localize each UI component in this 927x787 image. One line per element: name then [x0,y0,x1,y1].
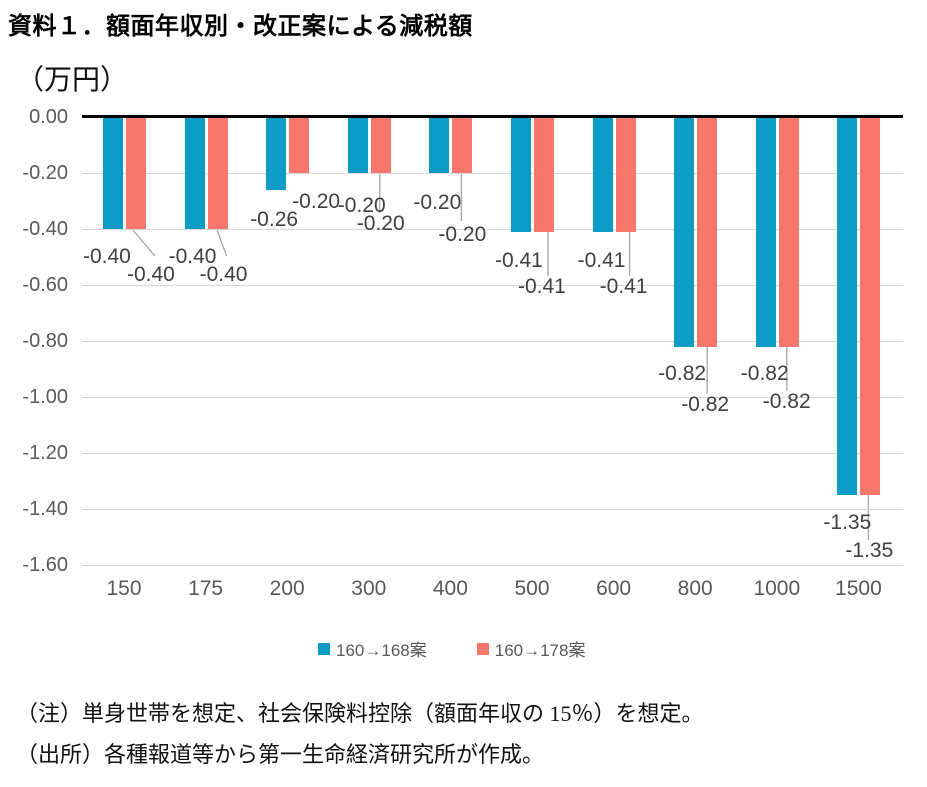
data-label-series-160-168: -0.41 [495,248,543,272]
y-gridline [82,397,903,398]
y-gridline [82,173,903,174]
note-text: （注）単身世帯を想定、社会保険料控除（額面年収の 15％）を想定。 [16,701,704,726]
y-axis-tick-label: -1.40 [22,498,68,520]
data-label-series-160-168: -0.26 [250,207,299,231]
y-axis-tick-label: -0.40 [22,218,68,240]
y-axis-tick-label: 0.00 [29,106,68,128]
bar-series-160-178 [615,118,636,232]
x-axis-category-label: 800 [677,577,713,600]
y-axis-unit-label: （万円） [16,64,129,95]
data-label-series-160-168: -0.20 [413,191,462,214]
x-axis-category-label: 200 [269,577,305,600]
bar-series-160-168 [103,118,123,229]
y-axis-tick-label: -0.20 [22,162,68,184]
y-axis-tick-label: -0.80 [22,330,68,352]
leader-line [215,228,228,257]
bar-series-160-178 [207,118,228,229]
bar-series-160-178 [778,118,799,347]
bar-series-160-178 [697,118,718,347]
data-label-series-160-178: -0.40 [199,263,248,286]
x-axis-category-label: 150 [106,577,142,600]
x-axis-category-label: 1000 [753,577,801,600]
plot-area: 0.00 -0.20 -0.40 -0.60 -0.80 -1.00 -1.20 -1.40 -… [22,106,903,600]
x-axis-category-label: 300 [351,577,387,600]
y-gridline [82,229,903,230]
data-label-series-160-168: -0.82 [658,361,707,385]
y-gridline [82,453,903,454]
data-label-series-160-168: -0.41 [577,248,626,272]
data-label-series-160-178: -0.41 [518,274,566,298]
y-gridline [82,509,903,510]
legend-swatch-160-178-icon [476,642,489,655]
x-axis-category-label: 1500 [835,577,882,600]
bar-series-160-168 [674,118,695,347]
bar-series-160-178 [534,118,554,232]
bar-series-160-168 [266,118,287,190]
bar-series-160-168 [347,118,368,173]
leader-line [131,228,156,257]
y-axis-tick-label: -1.20 [22,442,68,464]
data-label-series-160-168: -1.35 [823,511,872,534]
legend-swatch-160-168-icon [318,642,330,655]
bar-series-160-168 [184,118,205,229]
bar-series-160-178 [860,118,881,495]
x-axis-category-label: 400 [432,577,468,600]
data-label-series-160-178: -0.20 [356,212,405,235]
bar-series-160-178 [289,118,310,173]
zero-axis-line [82,115,903,118]
chart-title: 資料１．額面年収別・改正案による減税額 [8,13,473,40]
y-axis-tick-label: -1.00 [22,386,68,408]
bar-series-160-178 [452,118,473,173]
bar-series-160-168 [592,118,613,232]
data-label-series-160-178: -0.20 [438,223,487,246]
y-gridline [82,341,903,342]
x-axis-category-label: 600 [596,577,632,600]
data-label-series-160-178: -1.35 [845,539,894,562]
data-label-series-160-178: -0.82 [681,392,730,416]
y-gridline [82,285,903,286]
data-label-series-160-168: -0.40 [168,245,217,268]
y-axis-tick-label: -0.60 [22,274,68,296]
data-label-series-160-168: -0.40 [83,245,131,268]
data-label-series-160-178: -0.20 [292,190,341,213]
bar-series-160-168 [755,118,776,347]
x-axis-category-label: 175 [188,577,224,600]
data-label-series-160-178: -0.40 [127,263,175,286]
legend-item-160-178: 160→178案 [476,636,586,661]
x-axis-category-label: 500 [514,577,550,600]
bar-series-160-178 [126,118,146,229]
y-gridline [82,565,903,566]
y-axis-tick-label: -1.60 [22,554,68,576]
data-label-series-160-168: -0.82 [740,361,789,385]
data-label-series-160-178: -0.82 [762,389,811,413]
legend-label-160-168: 160→168案 [336,641,427,660]
data-label-series-160-168: -0.20 [337,194,386,217]
bar-series-160-168 [837,118,858,495]
legend-item-160-168: 160→168案 [318,636,427,661]
data-label-series-160-178: -0.41 [599,274,648,298]
bar-series-160-168 [429,118,450,173]
source-text: （出所）各種報道等から第一生命経済研究所が作成。 [16,742,545,767]
legend: 160→168案 160→178案 [318,636,585,661]
bar-series-160-178 [370,118,391,173]
bar-series-160-168 [511,118,531,232]
legend-label-160-178: 160→178案 [494,641,586,660]
